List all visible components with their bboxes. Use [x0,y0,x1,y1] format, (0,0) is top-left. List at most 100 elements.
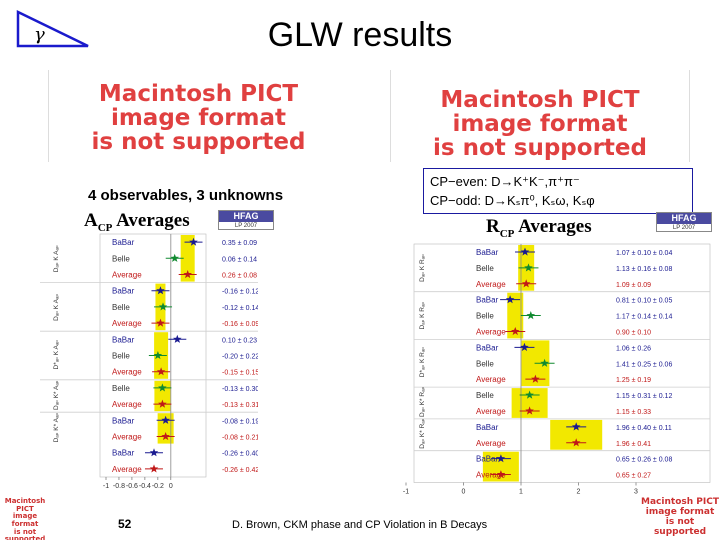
row-value: 1.13 ± 0.16 ± 0.08 [616,266,672,273]
group-label: Dₐₚ K Aₐₚ [53,294,60,321]
row-name: Average [112,433,142,442]
tick-label: -0.4 [139,483,151,490]
cp-odd-line: CP−odd: D→Kₛπ⁰, Kₛω, Kₛφ [430,193,595,208]
row-value: -0.15 ± 0.15 [222,370,258,377]
data-point-star [156,367,166,376]
average-band [180,235,195,282]
row-name: Average [476,407,506,416]
group-label: D*ₐₚ K Aₐₚ [53,340,60,370]
data-point-star [496,454,506,463]
group-label: D*ₐₚ K Rₐₚ [419,347,426,377]
row-value: 1.96 ± 0.40 ± 0.11 [616,425,672,432]
data-point-star [149,464,159,473]
row-value: 0.35 ± 0.09 ± 0.05 [222,240,258,247]
acp-chart: Dₐₚ K Aₐₚ Dₐₚ K Aₐₚ D*ₐₚ K Aₐₚ Dₐₚ K* Aₐₚ Dₐ… [40,233,258,490]
row-name: Average [112,400,142,409]
row-name: BaBar [112,335,135,344]
row-name: BaBar [476,455,499,464]
row-name: BaBar [476,248,499,257]
tick-label: 3 [634,489,638,496]
row-name: BaBar [112,416,135,425]
row-name: Average [476,439,506,448]
tick-label: -0.6 [126,483,138,490]
row-name: BaBar [112,287,135,296]
row-name: BaBar [476,423,499,432]
group-label: Dₐₚ K* Rₐₚ [419,418,426,448]
data-point-star [526,311,536,320]
group-label: Dₐₚ K* Aₐₚ [53,380,60,410]
data-point-star [161,432,170,441]
pict-line-1: Macintosh PICT [98,81,299,107]
row-name: Belle [112,254,130,263]
data-point-star [571,422,581,431]
data-point-star [183,270,192,279]
rcp-panel-title: RCP Averages [486,216,592,240]
row-name: Belle [476,359,494,368]
data-point-star [189,237,198,246]
page-number: 52 [118,517,132,531]
row-name: Belle [112,352,130,361]
tick-label: -1 [403,489,409,496]
pict-line-2: image format [452,111,628,138]
row-name: BaBar [112,238,135,247]
unsupported-image-small-left: Macintosh PICT image format is not suppo… [0,497,50,540]
row-name: Average [112,271,142,280]
row-value: 1.17 ± 0.14 ± 0.14 [616,314,672,321]
group-label: Dₐₚ K* Rₐₚ [419,387,426,417]
data-point-star [158,383,167,392]
row-value: -0.08 ± 0.21 [222,435,258,442]
tick-label: 1 [519,489,523,496]
row-name: Average [112,465,142,474]
unsupported-image-small-right: Macintosh PICT image format is not suppo… [640,497,720,537]
row-value: 1.15 ± 0.31 ± 0.12 [616,393,672,400]
data-point-star [156,286,165,295]
row-name: Average [476,280,506,289]
data-point-star [524,263,533,272]
tick-label: 0 [462,489,466,496]
row-value: -0.08 ± 0.19 ± 0.08 [222,418,258,425]
row-value: -0.26 ± 0.40 ± 0.12 [222,451,258,458]
row-name: BaBar [112,449,135,458]
data-point-star [496,470,506,479]
data-point-star [540,358,549,367]
row-name: Average [476,375,506,384]
row-value: 0.65 ± 0.27 [616,473,651,480]
data-point-star [511,327,520,336]
row-value: 1.25 ± 0.19 [616,377,651,384]
tick-label: -1 [103,483,109,490]
row-name: Average [476,327,506,336]
row-name: Average [112,319,142,328]
row-value: 0.81 ± 0.10 ± 0.05 [616,298,672,305]
row-value: 1.41 ± 0.25 ± 0.06 [616,361,672,368]
tick-label: 2 [577,489,581,496]
data-point-star [158,302,168,311]
group-label: Dₐₚ K Rₐₚ [419,254,426,282]
pict-line-1: Macintosh PICT [440,87,640,113]
row-name: Belle [476,264,494,273]
data-point-star [571,438,581,447]
pict-line-3: is not supported [433,135,647,162]
row-value: -0.13 ± 0.31 [222,402,258,409]
tick-label: 0 [169,483,173,490]
row-name: Belle [112,384,130,393]
row-value: 0.10 ± 0.23 [222,337,257,344]
row-name: BaBar [476,296,499,305]
row-name: Belle [476,391,494,400]
unsupported-image-left: Macintosh PICT image format is not suppo… [48,70,348,162]
row-value: -0.16 ± 0.12 ± 0.02 [222,289,258,296]
row-value: -0.13 ± 0.30 ± 0.08 [222,386,258,393]
row-name: Average [112,368,142,377]
row-value: 0.06 ± 0.14 ± 0.05 [222,256,258,263]
tick-label: -0.8 [113,483,125,490]
row-name: Belle [476,312,494,321]
data-point-star [149,448,159,457]
tick-label: -0.2 [152,483,164,490]
cp-modes-box: CP−even: D→K⁺K⁻,π⁺π⁻ CP−odd: D→Kₛπ⁰, Kₛω… [423,168,693,214]
row-value: 1.07 ± 0.10 ± 0.04 [616,250,672,257]
data-point-star [521,279,531,288]
row-value: -0.12 ± 0.14 ± 0.05 [222,305,258,312]
data-point-star [531,374,540,383]
row-name: Average [476,471,506,480]
unsupported-image-right: Macintosh PICT image format is not suppo… [390,70,690,162]
row-value: 0.90 ± 0.10 [616,329,651,336]
